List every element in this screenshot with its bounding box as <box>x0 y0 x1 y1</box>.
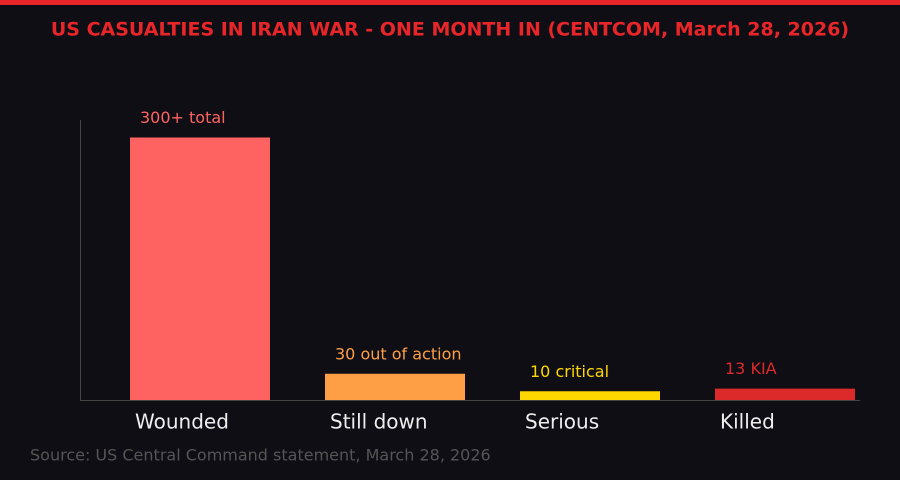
x-tick-label: Wounded <box>135 410 229 434</box>
top-stripe <box>0 0 900 5</box>
value-label: 13 KIA <box>725 359 777 378</box>
value-label: 30 out of action <box>335 344 462 363</box>
bar <box>715 388 855 400</box>
source-note: Source: US Central Command statement, Ma… <box>30 446 491 465</box>
value-label: 10 critical <box>530 362 609 381</box>
x-tick-label: Still down <box>330 410 428 434</box>
bar <box>325 373 465 400</box>
bar <box>520 391 660 400</box>
value-label: 300+ total <box>140 108 226 127</box>
x-tick-label: Serious <box>525 410 599 434</box>
x-tick-label: Killed <box>720 410 775 434</box>
bar <box>130 137 270 400</box>
chart-title: US CASUALTIES IN IRAN WAR - ONE MONTH IN… <box>51 19 849 41</box>
